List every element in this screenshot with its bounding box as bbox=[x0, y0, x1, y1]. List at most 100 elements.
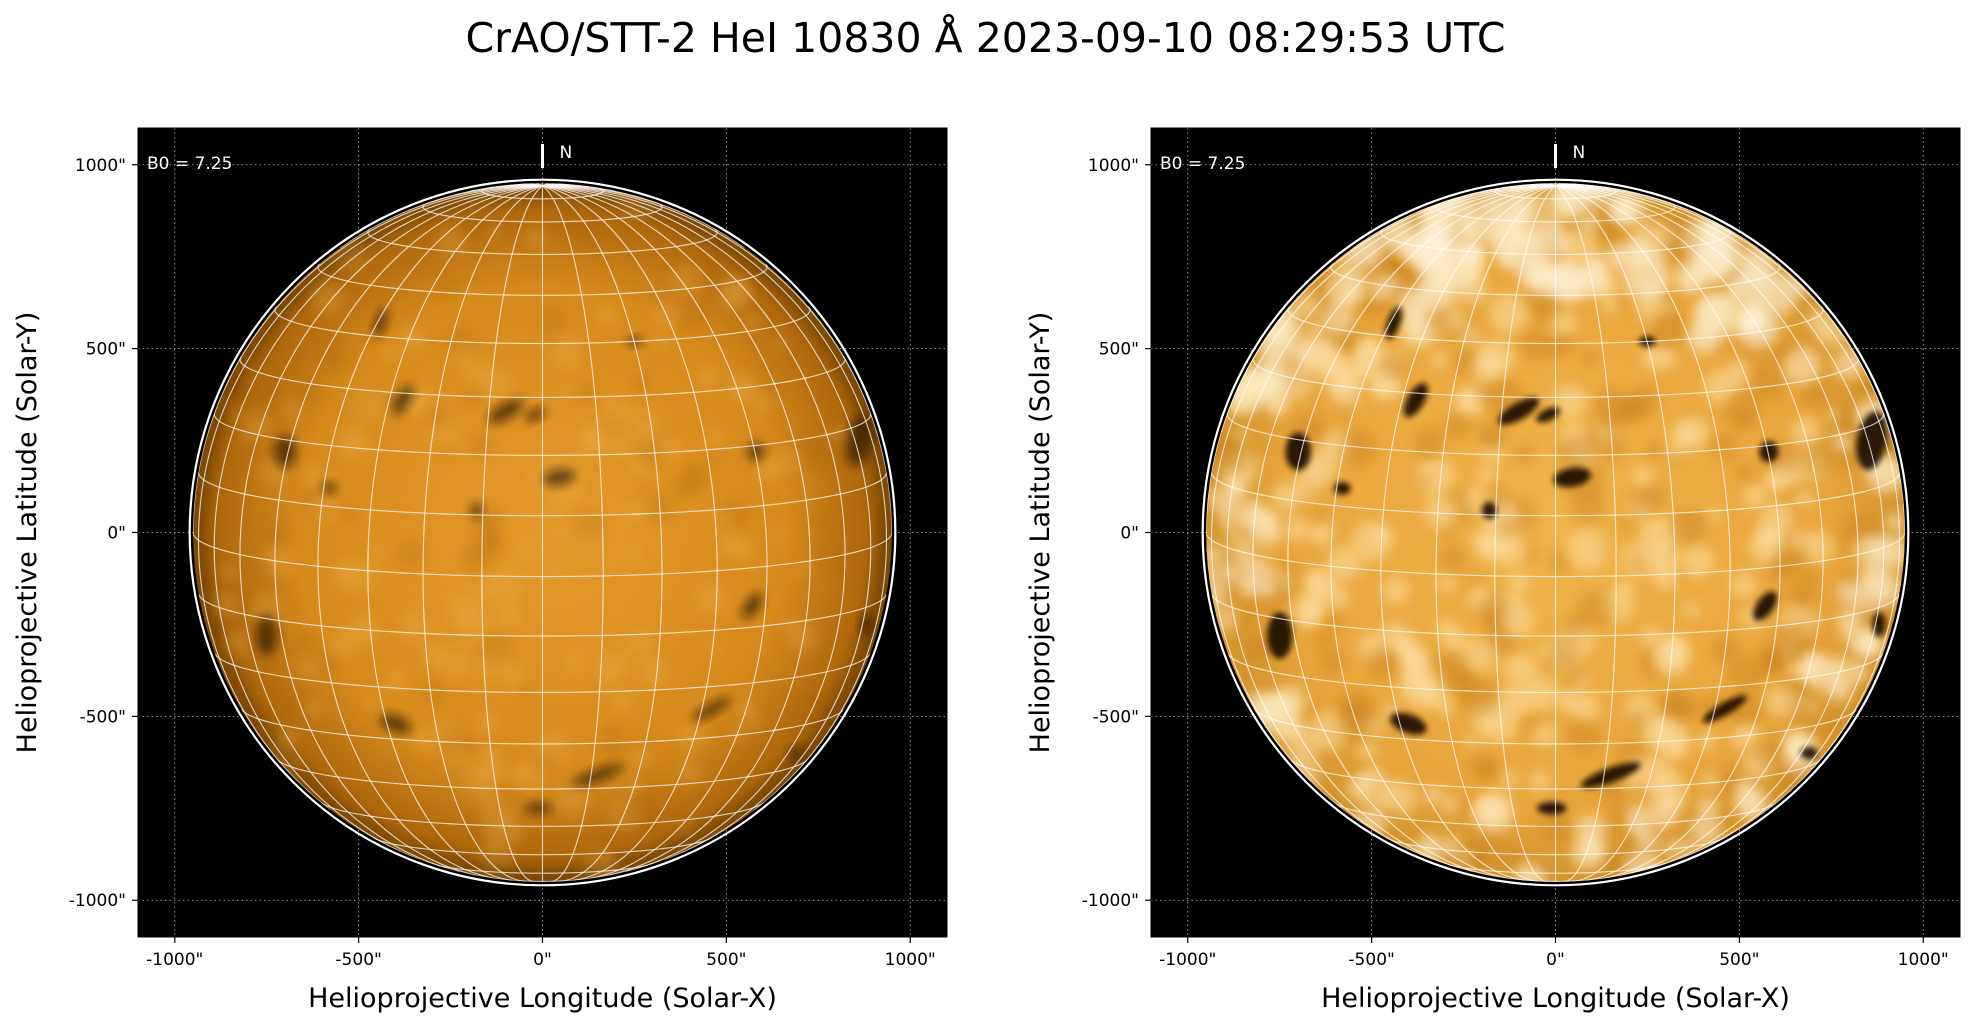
texture-blob bbox=[1481, 496, 1516, 531]
polar-bright-patch bbox=[1738, 246, 1776, 285]
texture-blob bbox=[398, 609, 431, 642]
filament-17 bbox=[860, 613, 872, 636]
longitude-line bbox=[1555, 183, 1580, 187]
x-tick-label: 1000" bbox=[885, 950, 936, 970]
texture-blob bbox=[510, 761, 543, 794]
texture-blob bbox=[1775, 619, 1814, 658]
texture-blob bbox=[1206, 543, 1232, 583]
texture-blob bbox=[1399, 669, 1437, 707]
texture-blob bbox=[1522, 676, 1557, 712]
texture-blob bbox=[1737, 325, 1771, 360]
limb-bright-patch bbox=[1673, 260, 1707, 294]
y-tick-label: 500" bbox=[1099, 340, 1139, 360]
texture-blob bbox=[1317, 345, 1333, 361]
texture-blob bbox=[1582, 349, 1599, 366]
texture-blob bbox=[344, 386, 380, 422]
texture-blob bbox=[387, 826, 422, 861]
heliographic-grid bbox=[1206, 183, 1905, 882]
texture-blob bbox=[1734, 788, 1763, 817]
texture-blob bbox=[1440, 488, 1478, 526]
limb-bright-patch bbox=[1252, 508, 1278, 534]
texture-blob bbox=[241, 597, 271, 627]
texture-blob bbox=[1417, 328, 1435, 346]
longitude-line bbox=[1330, 185, 1556, 881]
limb-bright-patch bbox=[1237, 557, 1275, 595]
texture-blob bbox=[1645, 441, 1665, 461]
texture-blob bbox=[564, 653, 583, 672]
texture-blob bbox=[1460, 325, 1481, 346]
texture-blob bbox=[1602, 296, 1620, 315]
filament-8 bbox=[741, 593, 763, 619]
texture-blob bbox=[1568, 458, 1606, 497]
texture-blob bbox=[1267, 562, 1302, 597]
longitude-line bbox=[542, 185, 746, 249]
texture-blob bbox=[1583, 428, 1602, 447]
texture-blob bbox=[1516, 540, 1539, 563]
texture-blob bbox=[475, 503, 505, 533]
texture-blob bbox=[338, 386, 371, 419]
texture-blob bbox=[1370, 371, 1400, 402]
longitude-line bbox=[542, 185, 768, 881]
texture-blob bbox=[776, 446, 805, 475]
texture-blob bbox=[1504, 652, 1538, 686]
texture-blob bbox=[267, 555, 281, 569]
texture-blob bbox=[1369, 286, 1385, 302]
texture-blob bbox=[604, 722, 621, 739]
y-tick-label: -1000" bbox=[1082, 891, 1139, 911]
texture-blob bbox=[304, 701, 322, 718]
texture-blob bbox=[552, 455, 576, 479]
texture-blob bbox=[1306, 572, 1340, 606]
texture-blob bbox=[1649, 545, 1678, 574]
latitude-line bbox=[1385, 837, 1726, 856]
texture-blob bbox=[1762, 642, 1785, 665]
texture-blob bbox=[1450, 314, 1478, 342]
texture-blob bbox=[1538, 239, 1563, 263]
texture-blob bbox=[464, 359, 494, 389]
filament-8 bbox=[1753, 591, 1778, 621]
texture-blob bbox=[730, 727, 745, 743]
texture-blob bbox=[635, 476, 651, 492]
limb-bright-patch bbox=[1828, 679, 1852, 703]
texture-blob bbox=[1651, 771, 1688, 808]
filament-5 bbox=[274, 435, 297, 469]
limb-bright-patch bbox=[1851, 664, 1869, 682]
limb-bright-patch bbox=[1861, 450, 1884, 474]
texture-blob bbox=[1629, 553, 1648, 572]
texture-blob bbox=[1424, 495, 1458, 529]
texture-blob bbox=[1609, 802, 1639, 831]
texture-blob bbox=[444, 204, 478, 238]
limb-bright-patch bbox=[1242, 691, 1275, 724]
limb-bright-patch bbox=[1351, 812, 1371, 833]
polar-bright-patch bbox=[1398, 288, 1431, 321]
limb-bright-patch bbox=[1836, 581, 1861, 606]
texture-blob bbox=[1841, 514, 1875, 547]
limb-bright-patch bbox=[1725, 273, 1747, 295]
limb-bright-patch bbox=[1262, 312, 1296, 345]
limb-bright-patch bbox=[1744, 306, 1770, 331]
texture-blob bbox=[1631, 466, 1653, 488]
longitude-line bbox=[1508, 184, 1556, 187]
texture-blob bbox=[1594, 387, 1630, 424]
texture-blob bbox=[1477, 338, 1515, 376]
texture-blob bbox=[1873, 433, 1905, 471]
latitude-line bbox=[1334, 802, 1777, 827]
filament-15 bbox=[469, 503, 483, 518]
texture-blob bbox=[270, 750, 302, 783]
latitude-line bbox=[1290, 759, 1821, 790]
filament-2 bbox=[1536, 407, 1560, 423]
texture-blob bbox=[412, 727, 436, 751]
texture-blob bbox=[477, 753, 506, 783]
texture-blob bbox=[445, 327, 477, 359]
longitude-line bbox=[1555, 184, 1629, 192]
texture-blob bbox=[1300, 598, 1323, 621]
limb-bright-patch bbox=[1854, 534, 1885, 565]
texture-blob bbox=[486, 530, 506, 550]
limb-bright-patch bbox=[1461, 211, 1490, 240]
limb-bright-patch bbox=[1253, 367, 1281, 396]
texture-blob bbox=[553, 783, 589, 819]
polar-bright-patch bbox=[1429, 221, 1453, 245]
polar-bright-patch bbox=[1623, 255, 1670, 303]
texture-blob bbox=[1562, 614, 1588, 640]
texture-blob bbox=[1703, 368, 1739, 405]
limb-bright-patch bbox=[1459, 239, 1482, 262]
